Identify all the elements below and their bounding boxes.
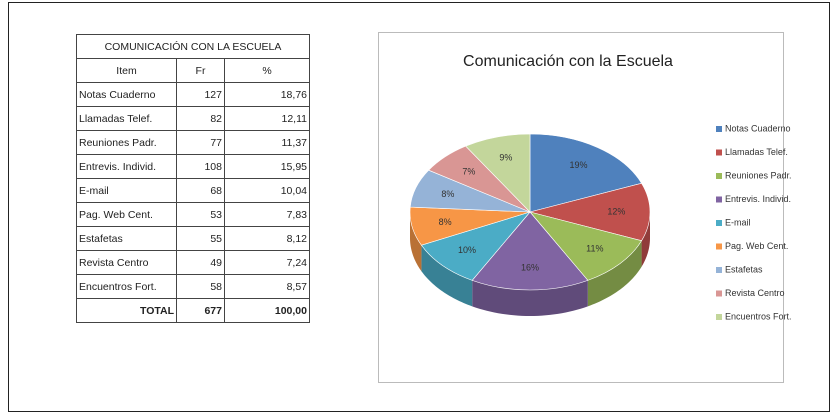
slice <box>465 133 531 213</box>
table-row: Llamadas Telef. 82 12,11 <box>76 106 310 131</box>
data-label: 19% <box>570 160 588 170</box>
table-cell: 100,00 <box>224 298 310 323</box>
chart: Comunicación con la Escuela 19% 12% 11% 16%… <box>409 53 792 321</box>
table-cell: Revista Centro <box>76 250 177 275</box>
legend-swatch <box>716 267 722 273</box>
table-row: TOTAL 677 100,00 <box>76 298 310 323</box>
data-label: 11% <box>586 244 603 254</box>
table-cell: 108 <box>176 154 225 179</box>
legend-swatch <box>716 243 722 250</box>
table-row: Revista Centro 49 7,24 <box>76 250 310 275</box>
legend-label: E-mail <box>725 217 751 227</box>
legend-swatch <box>716 290 722 297</box>
legend-swatch <box>716 126 722 132</box>
table-cell: 7,24 <box>224 250 310 275</box>
table-row: Reuniones Padr. 77 11,37 <box>76 130 310 155</box>
table-cell: 10,04 <box>224 178 310 203</box>
slice <box>471 211 589 291</box>
data-label: 9% <box>499 152 512 162</box>
table-cell: 677 <box>176 298 225 323</box>
legend-label: Pag. Web Cent. <box>725 241 788 251</box>
table-cell: E-mail <box>76 178 177 203</box>
slice <box>420 211 531 281</box>
table-cell: 53 <box>176 202 225 227</box>
table-row: Notas Cuaderno 127 18,76 <box>76 82 310 107</box>
table-cell: 11,37 <box>224 130 310 155</box>
chart-box <box>378 32 784 383</box>
legend-label: Estafetas <box>725 264 763 274</box>
table-cell: 15,95 <box>224 154 310 179</box>
legend-swatch <box>716 149 722 156</box>
legend-swatch <box>716 196 722 203</box>
legend-swatch <box>716 220 722 226</box>
table-cell: TOTAL <box>76 298 177 323</box>
table-row: E-mail 68 10,04 <box>76 178 310 203</box>
legend-label: Entrevis. Individ. <box>725 194 791 204</box>
table-row: Entrevis. Individ. 108 15,95 <box>76 154 310 179</box>
slice-side <box>641 212 650 267</box>
table-row: Estafetas 55 8,12 <box>76 226 310 251</box>
table-cell: 68 <box>176 178 225 203</box>
slice-side <box>472 280 588 316</box>
table-row: Item Fr% <box>76 58 310 83</box>
legend-swatch <box>716 314 722 320</box>
legend-label: Encuentros Fort. <box>725 311 792 321</box>
data-label: 16% <box>521 263 539 273</box>
table-row: Encuentros Fort. 58 8,57 <box>76 274 310 299</box>
table-cell: % <box>224 58 310 83</box>
data-label: 8% <box>441 189 454 199</box>
legend-label: Llamadas Telef. <box>725 147 788 157</box>
slice <box>529 133 643 213</box>
slice <box>529 211 643 281</box>
slice <box>529 182 651 242</box>
data-label: 12% <box>607 206 625 216</box>
table-row: Pag. Web Cent. 53 7,83 <box>76 202 310 227</box>
legend-swatch <box>716 173 722 179</box>
legend-label: Notas Cuaderno <box>725 123 791 133</box>
table-cell: 8,12 <box>224 226 310 251</box>
data-label: 8% <box>439 217 452 227</box>
table-cell: Encuentros Fort. <box>76 274 177 299</box>
slice-side <box>410 212 422 272</box>
data-label: 7% <box>462 167 475 177</box>
data-label: 10% <box>458 245 476 255</box>
table-cell: Reuniones Padr. <box>76 130 177 155</box>
legend-label: Revista Centro <box>725 288 785 298</box>
data-table: COMUNICACIÓN CON LA ESCUELA Item Fr% Notas … <box>76 34 310 323</box>
slice-side <box>421 245 473 307</box>
page: COMUNICACIÓN CON LA ESCUELA Item Fr% Notas … <box>8 2 830 412</box>
table-cell: 18,76 <box>224 82 310 107</box>
table-cell: Notas Cuaderno <box>76 82 177 107</box>
table-cell: Item <box>76 58 177 83</box>
chart-title: Comunicación con la Escuela <box>463 53 673 70</box>
table-cell: Llamadas Telef. <box>76 106 177 131</box>
table-cell: Estafetas <box>76 226 177 251</box>
legend-label: Reuniones Padr. <box>725 170 792 180</box>
